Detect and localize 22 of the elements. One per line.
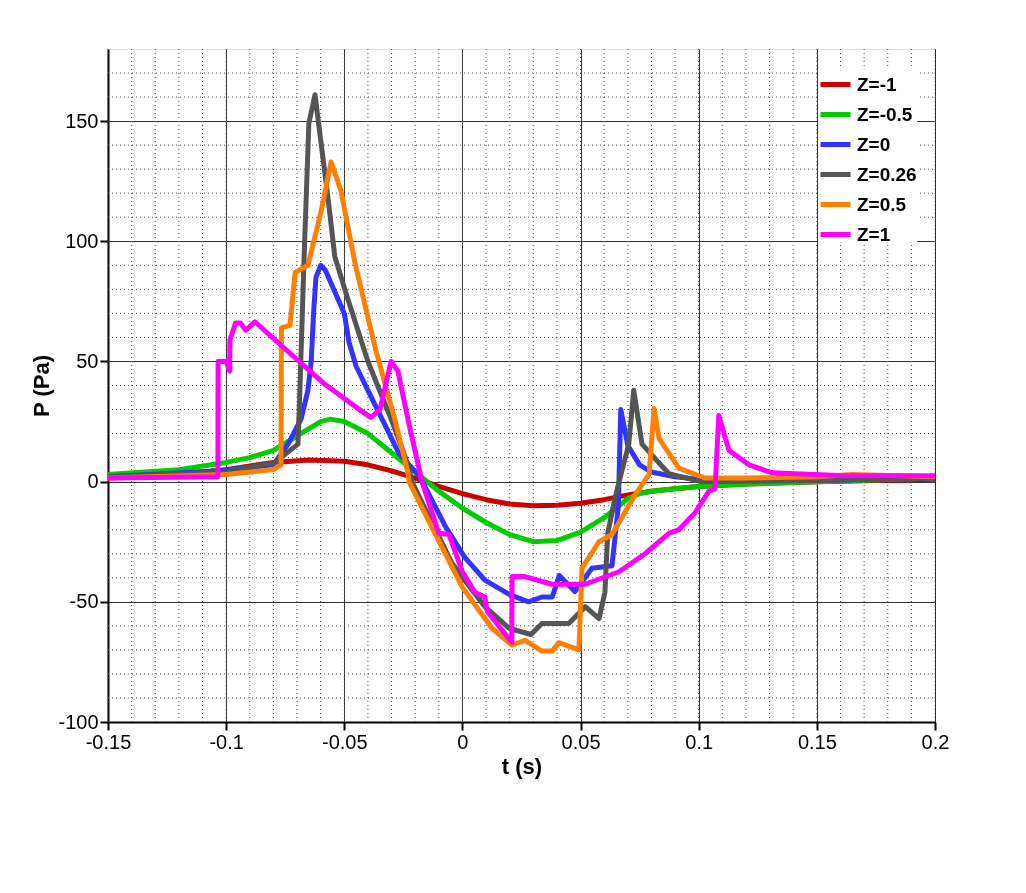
y-tick-label: 150 xyxy=(65,109,99,132)
y-axis-title: P (Pa) xyxy=(29,355,55,417)
legend-label: Z=-0.5 xyxy=(857,103,913,125)
x-tick-label: -0.1 xyxy=(209,730,244,753)
x-tick-label: 0.05 xyxy=(561,730,601,753)
x-tick-label: 0.15 xyxy=(797,730,837,753)
y-tick-label: -50 xyxy=(69,590,99,613)
y-tick-label: 0 xyxy=(87,470,99,493)
x-tick-label: -0.05 xyxy=(321,730,368,753)
legend-label: Z=0 xyxy=(857,133,891,155)
legend-label: Z=0.5 xyxy=(857,193,907,215)
legend-label: Z=1 xyxy=(857,223,891,245)
legend-label: Z=-1 xyxy=(857,73,898,95)
legend-label: Z=0.26 xyxy=(857,163,917,185)
x-tick-label: 0 xyxy=(457,730,469,753)
x-axis-title: t (s) xyxy=(501,753,543,779)
x-tick-label: -0.15 xyxy=(85,730,132,753)
y-tick-label: 50 xyxy=(76,349,99,372)
x-tick-label: 0.1 xyxy=(685,730,714,753)
y-tick-label: 100 xyxy=(65,229,99,252)
x-tick-label: 0.2 xyxy=(921,730,950,753)
y-tick-label: -100 xyxy=(58,710,99,733)
